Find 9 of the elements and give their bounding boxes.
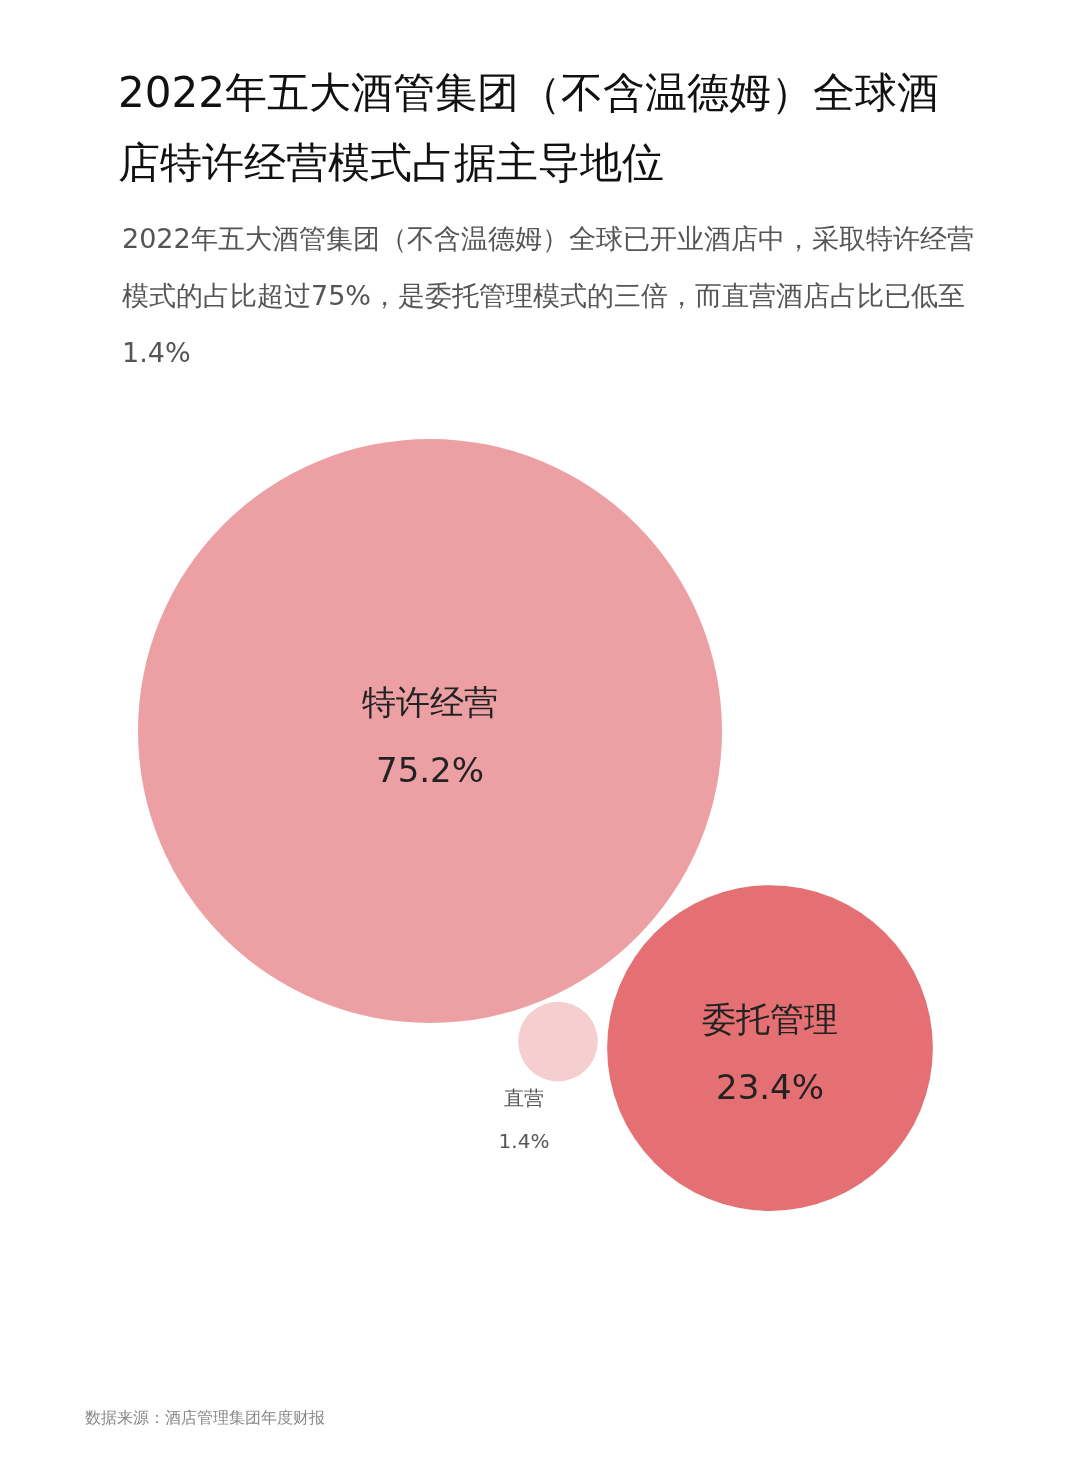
text: 2022年五大酒管集团（不含温德姆）全球已开业酒店中，采取特许经营模式的占比超过75%，是委托管理模式的三倍，而直营酒店占比已低至1.4% [122,222,975,370]
category-label: 直营 [503,1085,544,1110]
category-label: 委托管理 [702,998,838,1039]
category-label: 特许经营 [362,681,498,722]
data-label: 23.4% [715,1066,824,1107]
data-label: 75.2% [375,749,485,790]
data-label: 1.4% [498,1128,550,1153]
text: 2022年五大酒管集团（不含温德姆）全球酒店特许经营模式占据主导地位 [118,67,940,189]
source-note: 数据来源：酒店管理集团年度财报 [85,1408,325,1429]
